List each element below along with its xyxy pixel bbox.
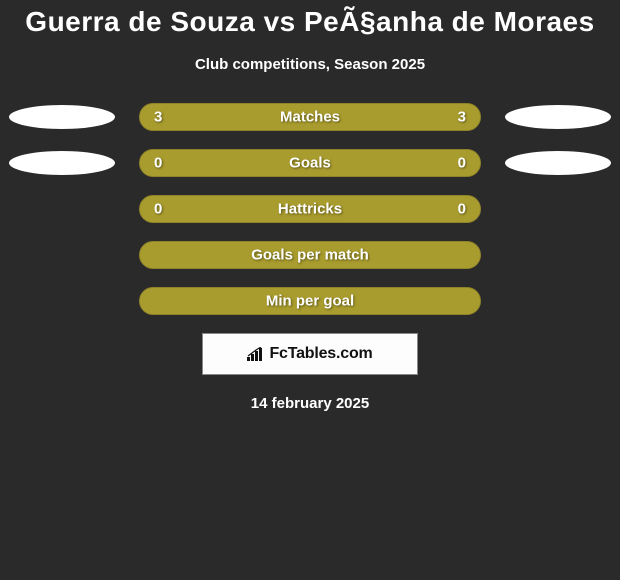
stat-left-value: 3 — [154, 109, 162, 126]
left-spacer — [9, 243, 115, 267]
stat-row: Min per goal — [0, 287, 620, 315]
stat-label: Hattricks — [278, 201, 342, 218]
stat-pill: 0 Hattricks 0 — [139, 195, 481, 223]
stat-pill: Goals per match — [139, 241, 481, 269]
left-ellipse — [9, 151, 115, 175]
stat-left-value: 0 — [154, 201, 162, 218]
bars-icon — [247, 347, 265, 361]
left-ellipse — [9, 105, 115, 129]
stats-rows: 3 Matches 3 0 Goals 0 0 Hattricks 0 Goals per mat… — [0, 103, 620, 315]
right-ellipse — [505, 105, 611, 129]
stat-label: Matches — [280, 109, 340, 126]
date: 14 february 2025 — [0, 395, 620, 412]
right-spacer — [505, 243, 611, 267]
left-spacer — [9, 197, 115, 221]
right-ellipse — [505, 151, 611, 175]
stat-row: 3 Matches 3 — [0, 103, 620, 131]
brand-inner: FcTables.com — [247, 345, 372, 363]
subtitle: Club competitions, Season 2025 — [0, 56, 620, 73]
stat-right-value: 0 — [458, 201, 466, 218]
stat-label: Goals per match — [251, 247, 369, 264]
stat-row: Goals per match — [0, 241, 620, 269]
left-spacer — [9, 289, 115, 313]
page-title: Guerra de Souza vs PeÃ§anha de Moraes — [0, 0, 620, 38]
right-spacer — [505, 289, 611, 313]
stat-pill: 3 Matches 3 — [139, 103, 481, 131]
stat-left-value: 0 — [154, 155, 162, 172]
stat-right-value: 3 — [458, 109, 466, 126]
right-spacer — [505, 197, 611, 221]
brand-text: FcTables.com — [269, 345, 372, 363]
brand-box: FcTables.com — [202, 333, 418, 375]
stat-label: Min per goal — [266, 293, 354, 310]
stat-pill: 0 Goals 0 — [139, 149, 481, 177]
stat-row: 0 Hattricks 0 — [0, 195, 620, 223]
stat-pill: Min per goal — [139, 287, 481, 315]
stat-row: 0 Goals 0 — [0, 149, 620, 177]
stat-right-value: 0 — [458, 155, 466, 172]
stat-label: Goals — [289, 155, 331, 172]
